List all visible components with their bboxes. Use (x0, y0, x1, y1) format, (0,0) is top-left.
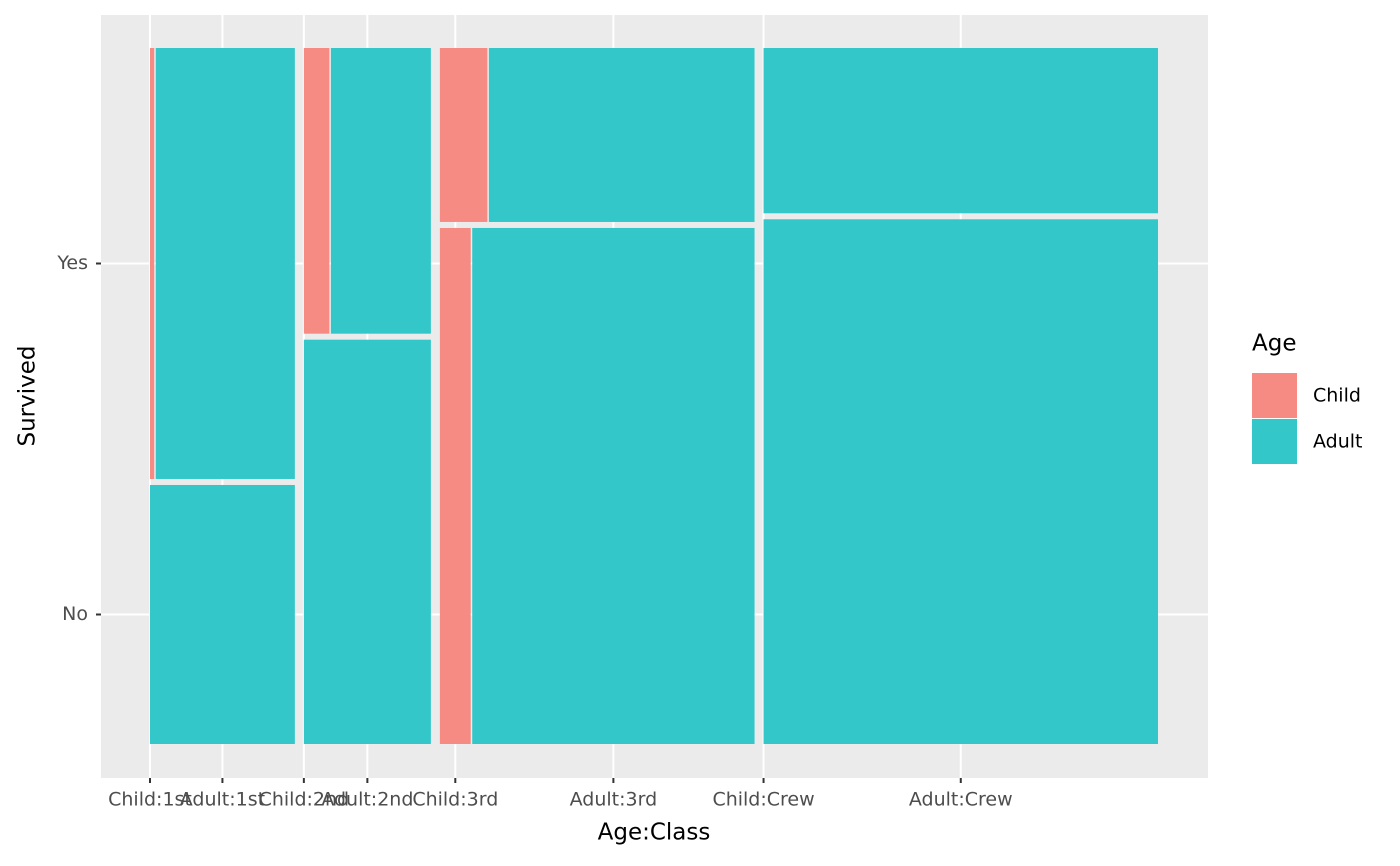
x-tick-label: Child:2nd (259, 789, 350, 811)
x-tick-label: Child:3rd (412, 789, 498, 811)
x-tick-label: Adult:3rd (570, 789, 658, 811)
mosaic-cell (330, 48, 431, 334)
y-tick-label: No (62, 603, 88, 625)
mosaic-cell (472, 227, 755, 744)
x-tick-label: Child:Crew (712, 789, 814, 811)
mosaic-cell (439, 227, 471, 744)
x-tick-label: Adult:Crew (909, 789, 1013, 811)
legend-title: Age (1252, 331, 1296, 357)
mosaic-cell (763, 219, 1158, 744)
mosaic-cell (155, 48, 295, 479)
mosaic-cell (150, 484, 295, 744)
y-axis-title: Survived (15, 346, 41, 447)
mosaic-cell (488, 48, 755, 222)
x-tick-label: Adult:1st (180, 789, 265, 811)
x-tick-label: Adult:2nd (321, 789, 413, 811)
legend-label: Adult (1313, 431, 1363, 453)
legend-key (1252, 419, 1297, 464)
y-tick-label: Yes (56, 252, 88, 274)
x-tick-label: Child:1st (108, 789, 192, 811)
mosaic-cell (303, 339, 431, 744)
mosaic-cell (150, 48, 155, 479)
mosaic-cell (303, 48, 330, 334)
legend-key (1252, 373, 1297, 418)
mosaic-cell (763, 48, 1158, 214)
x-axis-title: Age:Class (598, 820, 711, 846)
legend-label: Child (1313, 385, 1361, 407)
mosaic-cell (439, 48, 488, 222)
